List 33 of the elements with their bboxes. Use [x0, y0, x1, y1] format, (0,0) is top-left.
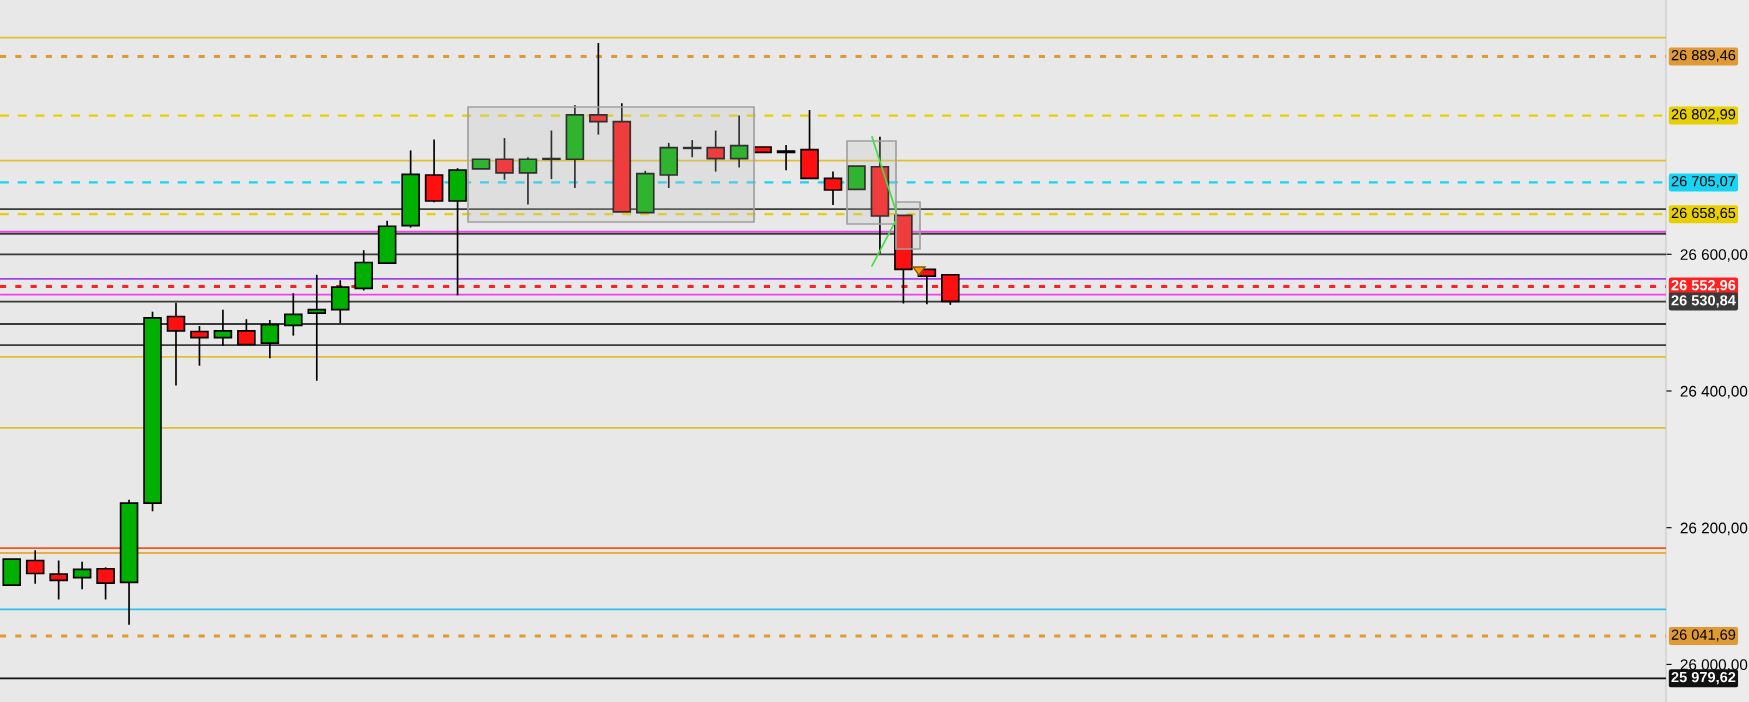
ref-line-label: 26 705,07 [1671, 176, 1736, 189]
candlestick [237, 318, 256, 346]
candlestick [260, 319, 280, 360]
candlestick [72, 561, 92, 591]
ref-line-label: 26 889,46 [1671, 50, 1736, 63]
candlestick [823, 170, 843, 206]
candlestick [49, 559, 68, 601]
ref-line-label: 26 530,84 [1671, 295, 1736, 308]
ref-line-label: 25 979,62 [1671, 671, 1736, 685]
candlestick [166, 301, 186, 387]
candlestick [284, 292, 303, 337]
ref-line-label: 26 658,65 [1671, 207, 1736, 220]
candlestick [518, 156, 538, 206]
candlestick [25, 549, 45, 585]
candlestick [495, 137, 514, 181]
y-tick-label: 26 600,00 [1680, 249, 1748, 262]
candlestick [847, 165, 866, 191]
candlestick [307, 273, 327, 382]
y-tick-label: 26 000,00 [1680, 659, 1748, 672]
candlestick [190, 325, 209, 367]
candlestick [330, 279, 350, 325]
y-tick-label: 26 400,00 [1680, 385, 1748, 399]
ref-line-label: 26 041,69 [1671, 629, 1736, 642]
y-tick-label: 26 200,00 [1680, 522, 1748, 536]
candlestick [213, 308, 233, 347]
candlestick [729, 114, 749, 169]
ref-line-label: 26 552,96 [1671, 280, 1736, 293]
candlestick [776, 144, 796, 172]
candlestick [96, 566, 115, 601]
candlestick [706, 129, 725, 173]
candlestick [542, 129, 561, 180]
ref-line-label: 26 802,99 [1671, 109, 1736, 122]
candlestick [589, 42, 608, 136]
